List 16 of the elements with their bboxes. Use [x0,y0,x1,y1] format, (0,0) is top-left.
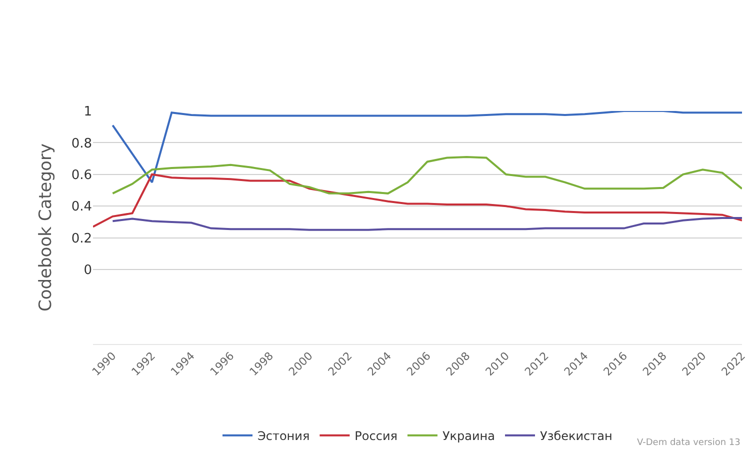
legend-label: Россия [354,429,398,444]
y-tick-label: 1 [84,104,92,120]
legend-label: Узбекистан [540,429,612,444]
line-series [93,173,742,228]
y-tick-label: 0 [84,263,92,278]
y-tick-label: 0.6 [71,168,92,183]
line-series [112,156,742,194]
y-tick-label: 0.4 [71,200,92,215]
legend-label: Эстония [258,429,310,444]
line-series [112,111,742,184]
line-series [112,216,742,231]
text: V-Dem data version 13 [637,438,740,448]
legend-label: Украина [442,429,495,444]
y-axis-title: Codebook Category [36,143,56,312]
y-tick-label: 0.2 [71,231,92,246]
y-tick-label: 0.8 [71,136,92,152]
